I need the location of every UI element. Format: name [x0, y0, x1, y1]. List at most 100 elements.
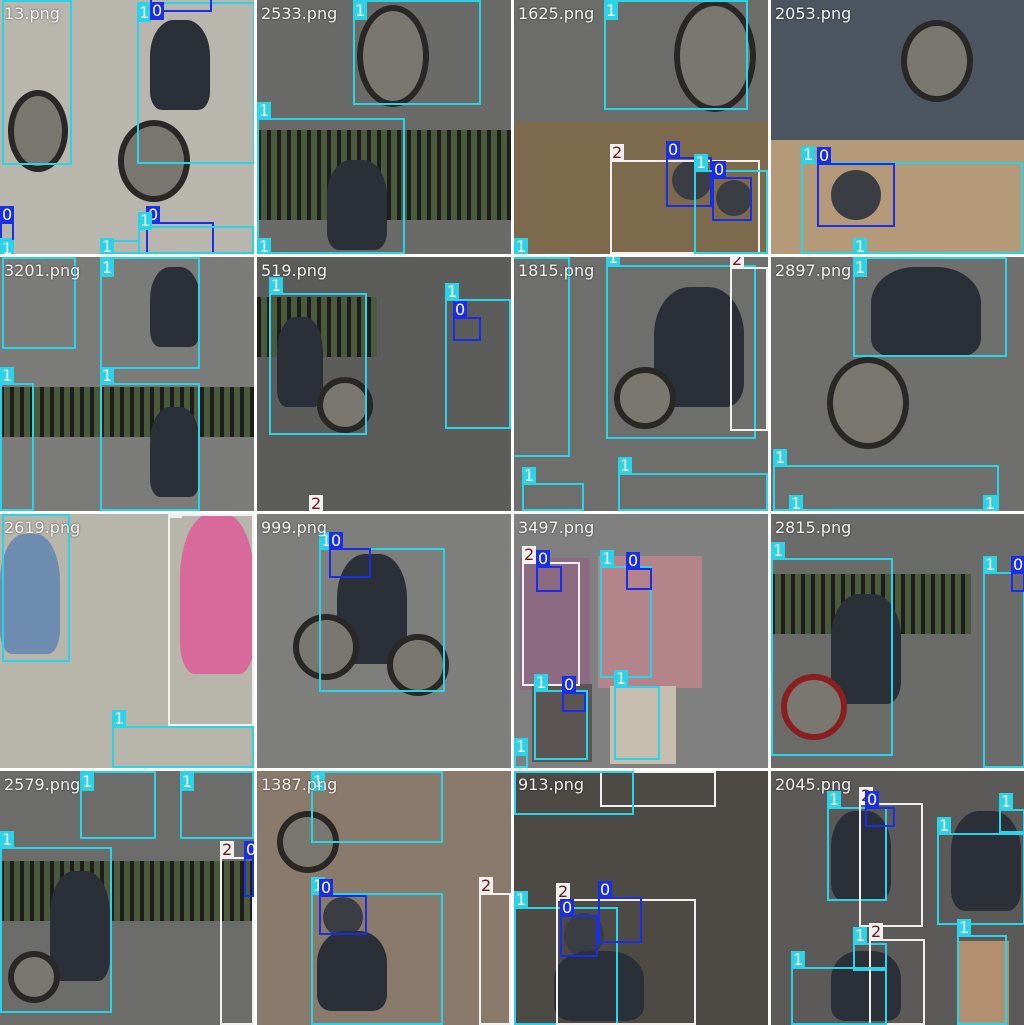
bbox-label: 2 — [730, 257, 745, 269]
rider-shape — [150, 267, 200, 347]
tile-r1c3: 2897.png 1 1 1 1 — [771, 257, 1024, 511]
bbox-label: 1 — [773, 448, 788, 467]
bbox-class-0: 0 — [560, 899, 598, 957]
wheel-shape — [317, 377, 373, 433]
wheel-shape — [781, 674, 847, 740]
bbox-label: 2 — [610, 143, 625, 162]
bbox-class-1: 1 — [937, 817, 1024, 925]
bbox-class-1: 1 — [137, 2, 254, 164]
bbox-class-1 — [514, 771, 634, 815]
bbox-class-1: 1 — [514, 257, 570, 457]
bbox-label: 1 — [606, 257, 621, 267]
bbox-class-1: 1 — [311, 771, 443, 843]
tile-label: 2533.png — [261, 4, 338, 23]
rider-shape — [871, 267, 981, 357]
bbox-label: 1 — [100, 366, 115, 385]
tile-background — [771, 0, 1024, 140]
tile-r1c2: 1815.png 1 1 2 1 1 — [514, 257, 768, 511]
bbox-label: 0 — [329, 531, 344, 550]
bbox-class-0: 0 — [329, 532, 371, 578]
bbox-class-1: 1 — [853, 257, 1007, 357]
rider-shape — [951, 811, 1021, 911]
bbox-label: 1 — [180, 772, 195, 791]
bbox-label: 1 — [0, 366, 15, 385]
tile-label: 1625.png — [518, 4, 595, 23]
bbox-class-1: 1 — [614, 670, 660, 760]
bbox-class-1: 1 — [100, 238, 140, 254]
tile-label: 913.png — [518, 775, 585, 794]
wheel-shape — [293, 614, 359, 680]
bbox-label: 1 — [257, 101, 272, 120]
bbox-class-1: 1 — [618, 457, 768, 511]
bbox-label: 0 — [150, 1, 165, 20]
bbox-class-2: 2 — [730, 257, 768, 431]
bbox-class-1: 1 — [0, 238, 15, 254]
bbox-label: 1 — [801, 145, 816, 164]
tile-label: 3201.png — [4, 261, 81, 280]
bbox-class-1: 1 — [180, 771, 254, 839]
bbox-class-1: 1 — [353, 0, 481, 105]
tile-r3c3: 2045.png 1 2 0 1 1 1 2 1 1 — [771, 771, 1024, 1025]
tile-label: 2579.png — [4, 775, 81, 794]
bbox-label: 1 — [853, 926, 868, 945]
wheel-shape — [614, 367, 676, 429]
bbox-label: 1 — [999, 792, 1014, 811]
bbox-label: 2 — [220, 840, 235, 859]
bbox-class-0: 0 — [865, 791, 895, 827]
bbox-class-1 — [2, 514, 70, 662]
bbox-label: 0 — [453, 300, 468, 319]
tile-label: 519.png — [261, 261, 328, 280]
wheel-shape — [118, 120, 190, 202]
bbox-label: 0 — [817, 146, 832, 165]
bbox-label: 0 — [712, 160, 727, 179]
bbox-label: 1 — [534, 673, 549, 692]
bbox-class-1: 1 — [999, 793, 1024, 833]
wheel-shape — [674, 0, 756, 112]
bbox-class-1: 1 — [606, 257, 756, 439]
bbox-class-1: 1 — [0, 831, 112, 1013]
bbox-label: 2 — [522, 545, 537, 564]
wheel-shape — [387, 634, 449, 696]
wheel-shape — [8, 90, 68, 172]
bbox-label: 0 — [666, 140, 681, 159]
bbox-class-0: 0 — [150, 0, 212, 20]
wheel-shape — [901, 20, 973, 102]
tile-r3c1: 1387.png 1 1 0 2 — [257, 771, 511, 1025]
tile-r2c1: 999.png 1 0 — [257, 514, 511, 768]
bbox-label: 1 — [937, 816, 952, 835]
bbox-class-1: 1 — [771, 542, 893, 756]
bbox-label: 0 — [1011, 555, 1024, 574]
bbox-label: 1 — [614, 669, 629, 688]
fence-shape — [0, 861, 254, 921]
rider-shape — [317, 931, 387, 1011]
bbox-label: 1 — [0, 240, 15, 254]
bbox-label: 1 — [514, 890, 529, 909]
bbox-class-2: 2 — [479, 877, 511, 1025]
bbox-class-1: 1 — [604, 0, 748, 110]
tile-r2c0: 2619.png 2 1 — [0, 514, 254, 768]
bbox-class-1: 1 — [957, 919, 1007, 1025]
bbox-class-0: 0 — [536, 550, 562, 592]
bbox-label: 1 — [514, 737, 529, 756]
bbox-label: 1 — [353, 1, 368, 20]
bbox-class-1: 1 — [773, 449, 999, 511]
rider-shape — [150, 20, 210, 110]
bbox-label: 1 — [791, 950, 806, 969]
bbox-label: 1 — [80, 772, 95, 791]
bbox-label: 0 — [0, 205, 15, 224]
bbox-class-1 — [2, 257, 76, 349]
tile-r3c2: 913.png 2 1 2 0 0 — [514, 771, 768, 1025]
bbox-class-0: 0 — [626, 552, 652, 590]
bbox-label: 2 — [556, 882, 571, 901]
bbox-label: 1 — [853, 237, 868, 254]
bbox-class-1: 1 — [522, 467, 584, 511]
bbox-label: 0 — [598, 880, 613, 899]
bbox-label: 0 — [562, 675, 577, 694]
bbox-class-1: 1 — [983, 556, 1024, 768]
bbox-class-1: 1 — [138, 212, 254, 254]
wheel-shape — [827, 357, 909, 449]
tile-r1c0: 3201.png 1 1 1 — [0, 257, 254, 511]
rider-shape — [831, 594, 901, 704]
bbox-label: 1 — [789, 494, 804, 511]
